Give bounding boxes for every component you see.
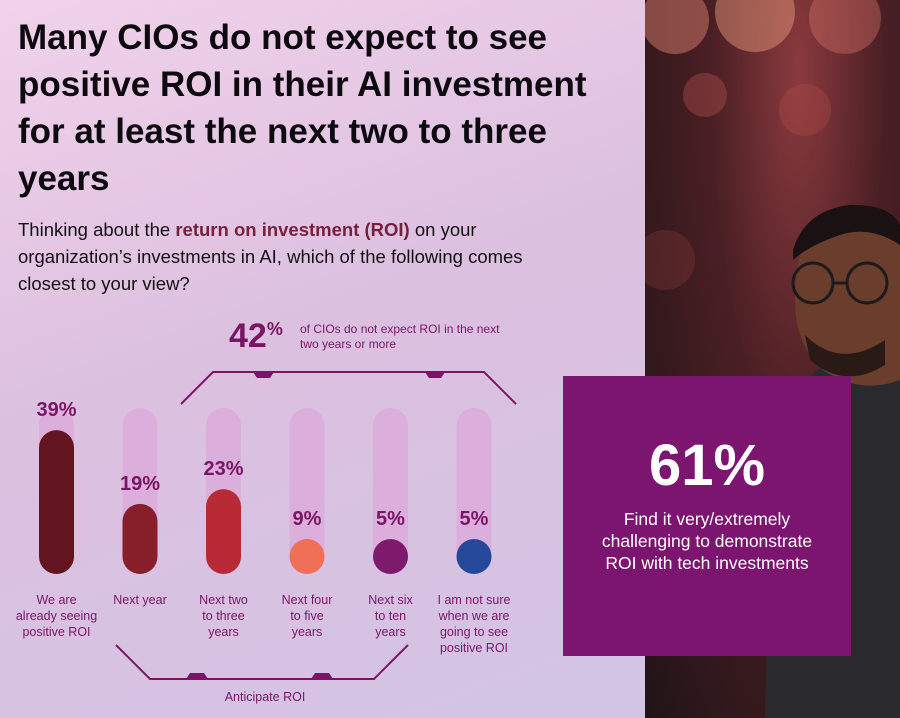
bottom-bracket-left-notch — [186, 673, 208, 679]
bar-value-label: 5% — [460, 508, 489, 530]
bar-value-label: 9% — [293, 508, 322, 530]
bracket-note: of CIOs do not expect ROI in the next tw… — [300, 322, 500, 351]
bar-value-label: 19% — [120, 473, 160, 495]
top-bracket-right-notch — [425, 372, 445, 378]
anticipate-roi-label: Anticipate ROI — [224, 690, 306, 704]
top-bracket-center-notch — [253, 372, 274, 378]
question-highlight: return on investment (ROI) — [175, 219, 410, 240]
roi-bar-chart: 39% We are already seeing positive ROI 19% Ne… — [16, 371, 517, 680]
bracket-stat-unit: % — [266, 319, 283, 339]
question-text-end: on your organization’s investments in AI… — [18, 219, 523, 294]
bar-track — [373, 408, 408, 574]
bracket-stat-value: 42 — [229, 317, 267, 355]
callout-value: 61% — [648, 433, 766, 498]
category-label: We are already seeing positive ROI — [16, 593, 97, 639]
bottom-bracket — [115, 644, 409, 680]
question-text: Thinking about the — [18, 219, 176, 240]
bar — [289, 539, 325, 574]
bar-track — [456, 408, 492, 574]
bar-value-label: 23% — [203, 458, 243, 480]
survey-question: Thinking about the return on investment … — [18, 216, 578, 297]
bar — [373, 539, 408, 574]
bar-value-label: 5% — [376, 508, 405, 530]
bar — [456, 539, 492, 574]
page-title: Many CIOs do not expect to see positive … — [18, 18, 587, 198]
category-label: Next four to five years — [282, 593, 333, 639]
bar-value-label: 39% — [36, 399, 76, 421]
stat-callout: 61% Find it very/extremely challenging t… — [563, 376, 851, 656]
category-label: Next six to ten years — [368, 593, 413, 639]
callout-text: Find it very/extremely challenging to de… — [601, 509, 813, 573]
bracket-stat: 42% — [229, 317, 283, 356]
bottom-bracket-right-notch — [311, 673, 333, 679]
bar — [39, 430, 74, 574]
category-label: I am not sure when we are going to see posi… — [438, 593, 511, 655]
category-label: Next two to three years — [199, 593, 248, 639]
bar — [206, 489, 241, 574]
category-label: Next year — [113, 593, 167, 607]
bar — [122, 503, 158, 574]
bar-track — [289, 408, 325, 574]
top-bracket — [180, 371, 517, 405]
background-panel — [0, 0, 645, 718]
